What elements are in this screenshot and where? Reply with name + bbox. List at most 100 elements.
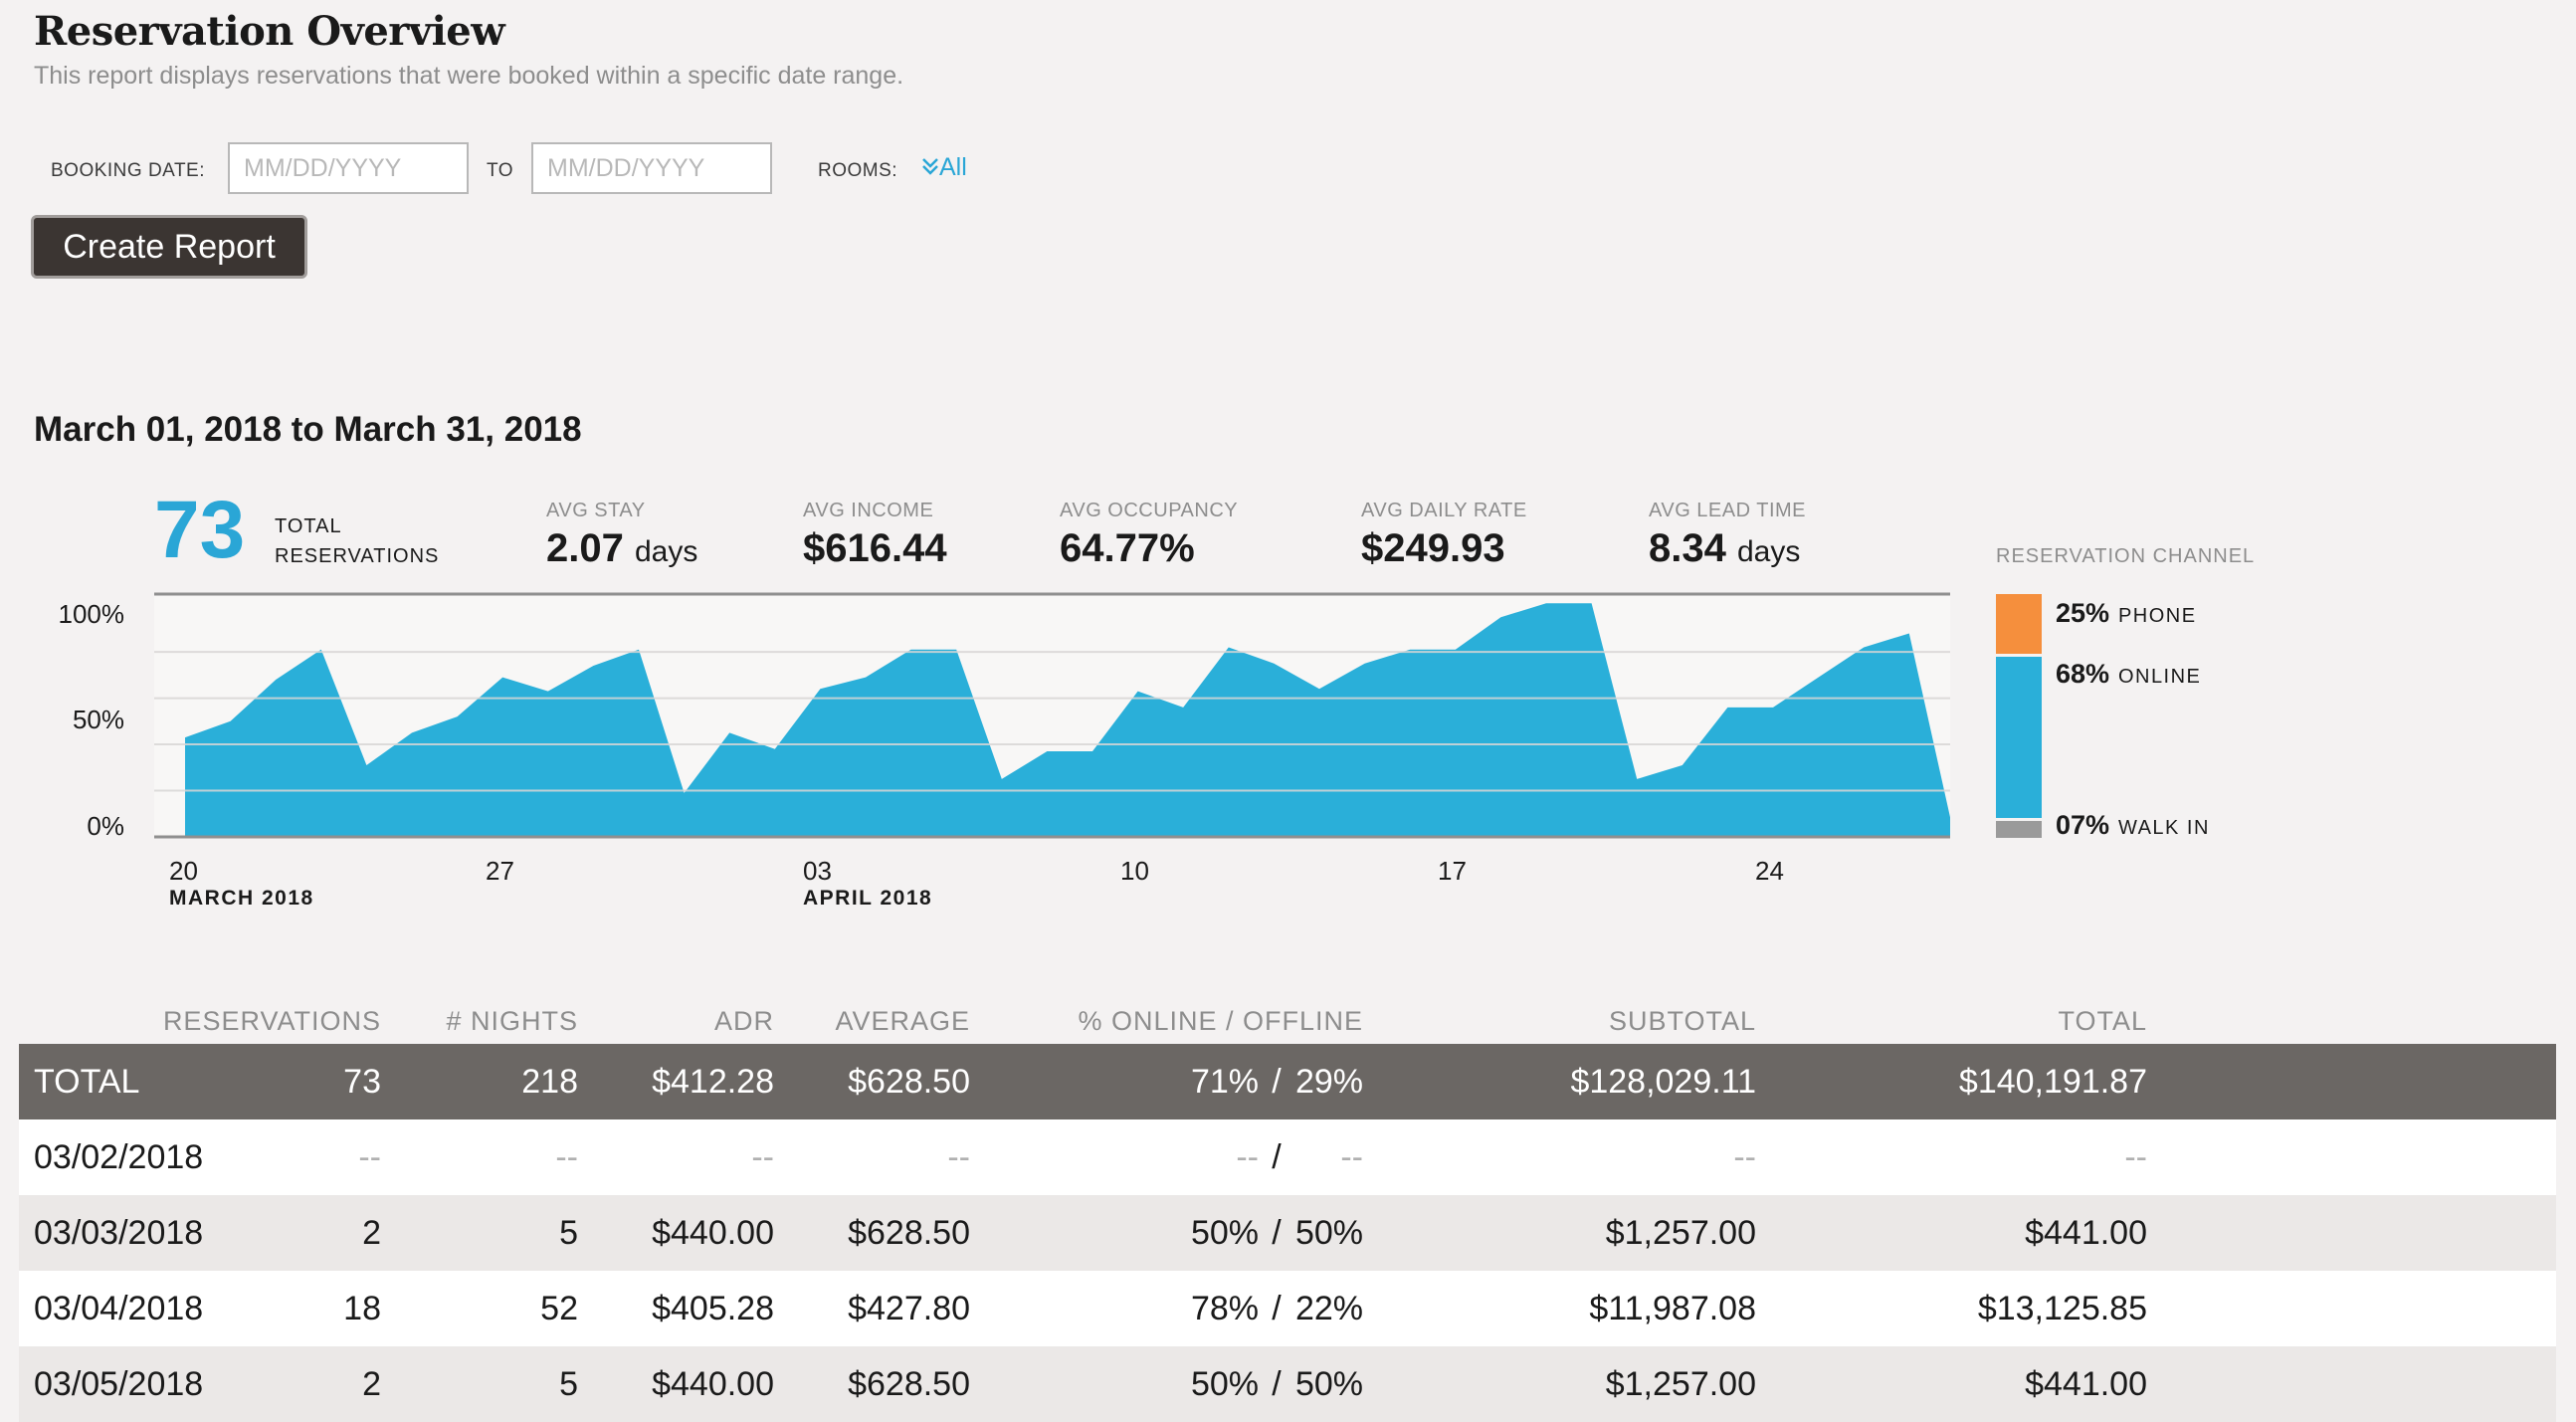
cell-nights: 218 xyxy=(521,1063,578,1101)
cell-adr: $440.00 xyxy=(652,1365,774,1403)
rooms-label: ROOMS: xyxy=(818,160,898,181)
stat-label: AVG INCOME xyxy=(803,500,934,521)
x-tick: 10 xyxy=(1120,856,1149,887)
cell-separator: / xyxy=(1272,1063,1282,1101)
cell-offline: 22% xyxy=(1294,1290,1363,1327)
cell-average: -- xyxy=(947,1138,970,1176)
stat-number: 2.07 xyxy=(546,526,624,570)
cell-subtotal: -- xyxy=(1733,1138,1756,1176)
x-tick: 20 MARCH 2018 xyxy=(169,856,314,911)
cell-average: $628.50 xyxy=(848,1063,970,1101)
stat-avg-occupancy: AVG OCCUPANCY 64.77% xyxy=(1060,500,1238,571)
channel-pct: 25% xyxy=(2056,598,2110,628)
x-tick: 17 xyxy=(1438,856,1467,887)
cell-subtotal: $128,029.11 xyxy=(1570,1063,1756,1101)
channel-pct: 07% xyxy=(2056,810,2110,840)
cell-subtotal: $11,987.08 xyxy=(1589,1290,1756,1327)
stat-value: $249.93 xyxy=(1361,526,1505,570)
cell-separator: / xyxy=(1272,1365,1282,1403)
table-row[interactable]: 03/04/2018 18 52 $405.28 $427.80 78% / 2… xyxy=(19,1271,2556,1346)
cell-online: -- xyxy=(1236,1138,1259,1176)
cell-average: $628.50 xyxy=(848,1214,970,1252)
cell-adr: -- xyxy=(751,1138,774,1176)
occupancy-area xyxy=(185,603,1950,837)
x-tick-label: 17 xyxy=(1438,856,1467,886)
total-reservations-label: TOTAL RESERVATIONS xyxy=(275,511,439,571)
y-tick-label: 50% xyxy=(72,705,124,734)
cell-adr: $412.28 xyxy=(652,1063,774,1101)
cell-reservations: 2 xyxy=(362,1214,381,1252)
reservation-channel-label: RESERVATION CHANNEL xyxy=(1996,545,2256,567)
cell-separator: / xyxy=(1272,1214,1282,1252)
y-tick-label: 0% xyxy=(87,811,124,841)
cell-date: 03/03/2018 xyxy=(34,1214,204,1252)
x-tick: 24 xyxy=(1755,856,1784,887)
table-row[interactable]: 03/03/2018 2 5 $440.00 $628.50 50% / 50%… xyxy=(19,1195,2556,1271)
column-header-average: AVERAGE xyxy=(835,1006,970,1036)
total-label-line2: RESERVATIONS xyxy=(275,545,440,567)
table-row[interactable]: 03/02/2018 -- -- -- -- -- / -- -- -- xyxy=(19,1119,2556,1195)
booking-date-to-input[interactable] xyxy=(531,142,772,194)
channel-segment-walk-in xyxy=(1996,821,2042,838)
rooms-value: All xyxy=(939,153,967,181)
cell-online: 71% xyxy=(1190,1063,1259,1101)
stat-label: AVG OCCUPANCY xyxy=(1060,500,1239,521)
total-label-line1: TOTAL xyxy=(275,515,342,537)
stat-value: 8.34 days xyxy=(1649,526,1806,571)
cell-adr: $405.28 xyxy=(652,1290,774,1327)
cell-reservations: 18 xyxy=(343,1290,381,1327)
cell-nights: 5 xyxy=(559,1214,578,1252)
x-tick-label: 27 xyxy=(486,856,514,886)
column-header-nights: # NIGHTS xyxy=(446,1006,578,1036)
stat-avg-income: AVG INCOME $616.44 xyxy=(803,500,947,571)
cell-separator: / xyxy=(1272,1138,1282,1176)
cell-total: -- xyxy=(2124,1138,2147,1176)
column-header-total: TOTAL xyxy=(2058,1006,2147,1036)
stat-value: 64.77% xyxy=(1060,526,1195,570)
double-chevron-down-icon xyxy=(922,158,938,175)
x-tick: 03 APRIL 2018 xyxy=(803,856,932,911)
stat-label: AVG STAY xyxy=(546,500,646,521)
column-header-online-offline: % ONLINE / OFFLINE xyxy=(1078,1006,1363,1036)
cell-subtotal: $1,257.00 xyxy=(1605,1214,1756,1252)
x-month-label: MARCH 2018 xyxy=(169,887,314,910)
stat-avg-lead-time: AVG LEAD TIME 8.34 days xyxy=(1649,500,1806,571)
cell-reservations: 73 xyxy=(343,1063,381,1101)
channel-name: WALK IN xyxy=(2117,817,2210,839)
cell-subtotal: $1,257.00 xyxy=(1605,1365,1756,1403)
channel-pct: 68% xyxy=(2056,659,2110,689)
cell-offline: 50% xyxy=(1294,1365,1363,1403)
stat-avg-daily-rate: AVG DAILY RATE $249.93 xyxy=(1361,500,1527,571)
report-date-range: March 01, 2018 to March 31, 2018 xyxy=(34,410,582,449)
x-month-label: APRIL 2018 xyxy=(803,887,933,910)
channel-segment-phone xyxy=(1996,594,2042,654)
x-tick-label: 10 xyxy=(1120,856,1149,886)
channel-name: ONLINE xyxy=(2117,666,2202,688)
cell-offline: 29% xyxy=(1294,1063,1363,1101)
cell-total: $13,125.85 xyxy=(1977,1290,2147,1327)
cell-separator: / xyxy=(1272,1290,1282,1327)
create-report-button[interactable]: Create Report xyxy=(31,215,307,279)
table-row[interactable]: 03/05/2018 2 5 $440.00 $628.50 50% / 50%… xyxy=(19,1346,2556,1422)
stat-value: $616.44 xyxy=(803,526,947,570)
cell-total: $441.00 xyxy=(2025,1214,2147,1252)
cell-average: $628.50 xyxy=(848,1365,970,1403)
stat-unit: days xyxy=(1736,535,1801,568)
cell-date: 03/04/2018 xyxy=(34,1290,204,1327)
channel-name: PHONE xyxy=(2117,605,2197,627)
x-tick-label: 03 xyxy=(803,856,832,886)
booking-date-label: BOOKING DATE: xyxy=(51,160,206,181)
cell-adr: $440.00 xyxy=(652,1214,774,1252)
stat-number: 8.34 xyxy=(1649,526,1726,570)
column-header-subtotal: SUBTOTAL xyxy=(1608,1006,1756,1036)
booking-date-from-input[interactable] xyxy=(228,142,469,194)
cell-nights: 5 xyxy=(559,1365,578,1403)
x-tick-label: 20 xyxy=(169,856,198,886)
x-tick: 27 xyxy=(486,856,514,887)
stat-avg-stay: AVG STAY 2.07 days xyxy=(546,500,697,571)
cell-online: 50% xyxy=(1190,1365,1259,1403)
rooms-select[interactable]: All xyxy=(921,153,967,182)
occupancy-area-chart xyxy=(154,592,1950,839)
cell-offline: 50% xyxy=(1294,1214,1363,1252)
total-reservations-value: 73 xyxy=(154,485,246,575)
